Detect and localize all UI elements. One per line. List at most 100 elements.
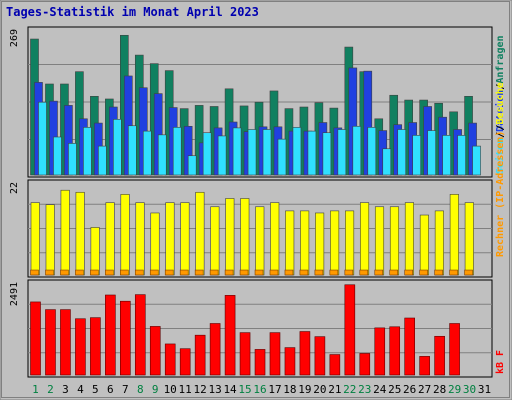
bar-kbytes-day-29 xyxy=(449,323,460,376)
requests-legend: Seiten/Dateien/Anfragen xyxy=(494,35,506,174)
bar-pages-day-1 xyxy=(38,101,47,176)
bar-kbytes-day-22 xyxy=(344,284,356,376)
x-label-day-5: 5 xyxy=(92,383,99,396)
x-label-day-27: 27 xyxy=(418,383,431,396)
bar-visits-day-15 xyxy=(240,198,250,276)
bar-pages-day-17 xyxy=(277,138,287,176)
bar-kbytes-day-19 xyxy=(299,331,311,376)
bar-sites-day-19 xyxy=(299,269,309,276)
bar-pages-day-4 xyxy=(83,127,92,176)
bar-kbytes-day-7 xyxy=(120,300,131,376)
x-label-day-22: 22 xyxy=(343,383,356,396)
bar-visits-day-10 xyxy=(165,202,175,276)
bar-kbytes-day-16 xyxy=(254,349,266,376)
bar-visits-day-3 xyxy=(60,189,70,276)
x-label-day-17: 17 xyxy=(268,383,281,396)
kbytes-legend: kB F xyxy=(495,350,506,374)
bar-pages-day-13 xyxy=(217,135,227,176)
bar-kbytes-day-21 xyxy=(329,354,341,376)
bar-pages-day-10 xyxy=(172,127,182,176)
bar-pages-day-22 xyxy=(352,125,362,176)
bar-pages-day-2 xyxy=(53,136,62,176)
bar-sites-day-29 xyxy=(449,269,458,276)
x-label-day-26: 26 xyxy=(403,383,416,396)
bar-pages-day-16 xyxy=(262,129,272,176)
bar-kbytes-day-10 xyxy=(164,343,176,376)
x-label-day-8: 8 xyxy=(137,383,144,396)
bar-sites-day-12 xyxy=(194,269,204,276)
bar-kbytes-day-2 xyxy=(45,309,56,376)
bar-visits-day-30 xyxy=(464,202,474,276)
bar-visits-day-26 xyxy=(404,202,414,276)
bar-sites-day-4 xyxy=(75,269,84,276)
visits-ymax-label: 22 xyxy=(9,182,20,194)
x-label-day-12: 12 xyxy=(194,383,207,396)
bar-sites-day-27 xyxy=(419,269,428,276)
bar-kbytes-day-28 xyxy=(434,335,445,376)
bar-sites-day-7 xyxy=(120,269,129,276)
x-label-day-11: 11 xyxy=(179,383,192,396)
bar-pages-day-29 xyxy=(457,135,466,176)
bar-pages-day-28 xyxy=(442,135,451,176)
bar-visits-day-7 xyxy=(120,194,130,276)
bar-sites-day-24 xyxy=(374,269,384,276)
bar-kbytes-day-27 xyxy=(419,356,430,376)
bar-visits-day-28 xyxy=(434,210,444,276)
panel-requests: 269 Seiten/Dateien/Anfragen xyxy=(9,26,506,178)
visits-legend: Rechner (IP-Adressen)/Besuche xyxy=(495,82,506,257)
x-label-day-6: 6 xyxy=(107,383,114,396)
bar-visits-day-1 xyxy=(30,202,40,276)
bar-visits-day-12 xyxy=(195,191,205,276)
bar-pages-day-9 xyxy=(157,134,167,176)
bar-sites-day-22 xyxy=(344,269,354,276)
bar-sites-day-2 xyxy=(45,269,54,276)
bar-visits-day-27 xyxy=(419,214,429,276)
bar-sites-day-3 xyxy=(60,269,69,276)
bar-pages-day-26 xyxy=(412,135,421,176)
bar-pages-day-27 xyxy=(427,130,436,176)
x-label-day-3: 3 xyxy=(62,383,69,396)
bar-visits-day-22 xyxy=(345,210,355,276)
x-label-day-24: 24 xyxy=(373,383,387,396)
x-label-day-9: 9 xyxy=(152,383,159,396)
x-label-day-29: 29 xyxy=(448,383,461,396)
kbytes-ymax-label: 2491 xyxy=(9,282,20,306)
bar-pages-day-30 xyxy=(472,145,481,176)
panel-visits: 22 Rechner (IP-Adressen)/Besuche xyxy=(9,82,506,278)
bar-pages-day-21 xyxy=(337,129,347,176)
bar-kbytes-day-11 xyxy=(179,348,191,376)
bar-pages-day-14 xyxy=(232,127,242,176)
bar-sites-day-25 xyxy=(389,269,399,276)
bar-visits-day-29 xyxy=(449,194,459,276)
x-label-day-20: 20 xyxy=(313,383,326,396)
bar-visits-day-24 xyxy=(374,206,385,276)
bar-visits-day-5 xyxy=(90,227,100,276)
bar-sites-day-14 xyxy=(224,269,234,276)
bar-pages-day-3 xyxy=(68,143,77,176)
bar-kbytes-day-4 xyxy=(75,318,86,376)
x-label-day-1: 1 xyxy=(32,383,39,396)
bar-pages-day-5 xyxy=(98,145,107,176)
bar-kbytes-day-23 xyxy=(359,353,371,376)
bar-sites-day-15 xyxy=(239,269,249,276)
x-label-day-16: 16 xyxy=(253,383,266,396)
bar-pages-day-20 xyxy=(322,132,332,176)
bar-kbytes-day-24 xyxy=(374,327,386,376)
x-label-day-23: 23 xyxy=(358,383,371,396)
bar-kbytes-day-9 xyxy=(149,326,161,376)
bar-kbytes-day-20 xyxy=(314,336,326,376)
x-label-day-18: 18 xyxy=(283,383,296,396)
bar-kbytes-day-15 xyxy=(239,332,251,376)
x-label-day-13: 13 xyxy=(208,383,221,396)
panel-kbytes: 2491 kB F xyxy=(9,279,506,378)
bar-kbytes-day-18 xyxy=(284,347,296,376)
bar-pages-day-7 xyxy=(128,125,137,176)
bar-kbytes-day-13 xyxy=(209,323,221,376)
bar-visits-day-6 xyxy=(105,202,115,276)
bar-sites-day-28 xyxy=(434,269,443,276)
bar-sites-day-13 xyxy=(209,269,219,276)
bar-sites-day-17 xyxy=(269,269,279,276)
bar-kbytes-day-12 xyxy=(194,334,206,376)
bar-kbytes-day-1 xyxy=(30,301,41,376)
